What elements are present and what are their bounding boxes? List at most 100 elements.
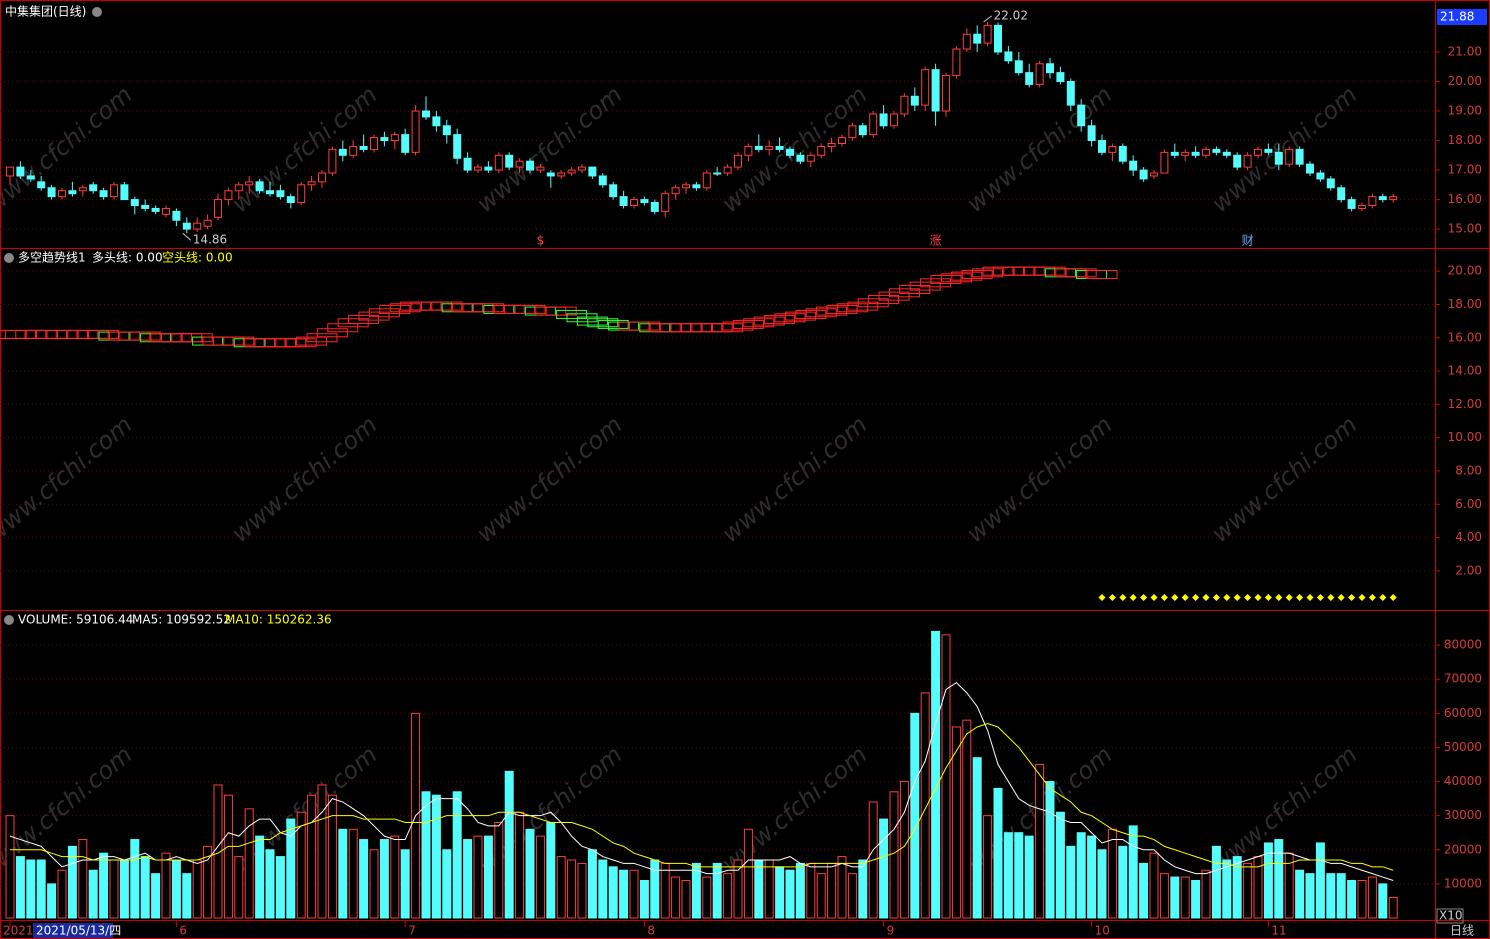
volume-bar xyxy=(1357,879,1367,919)
signal-diamond xyxy=(1233,594,1241,602)
volume-bar xyxy=(1347,879,1357,919)
signal-diamond xyxy=(1254,594,1262,602)
y-tick-label: 15.00 xyxy=(1448,222,1482,236)
candle-body xyxy=(6,166,14,177)
volume-bar xyxy=(109,859,119,919)
volume-bar xyxy=(858,859,868,919)
candle-body xyxy=(713,172,722,175)
cursor-date: 2021/05/13/四 xyxy=(36,924,121,938)
volume-bar xyxy=(463,839,473,919)
x-tick-label: 6 xyxy=(179,924,187,938)
candle-body xyxy=(1306,163,1314,174)
candle-body xyxy=(1098,140,1106,153)
candle-body xyxy=(141,204,150,209)
volume-bar xyxy=(1315,842,1325,919)
volume-bar xyxy=(1211,845,1221,919)
candle-body xyxy=(120,184,129,201)
candle-body xyxy=(224,190,233,201)
trend-box xyxy=(753,316,785,326)
candle-body xyxy=(422,110,430,118)
volume-bar xyxy=(119,859,129,919)
volume-bar xyxy=(941,634,951,919)
trend-box xyxy=(795,309,827,319)
candle-body xyxy=(619,196,628,206)
candle-body xyxy=(286,196,295,204)
trend-box xyxy=(878,291,910,301)
candle-body xyxy=(110,184,118,198)
menu-icon[interactable] xyxy=(4,615,14,625)
menu-icon[interactable] xyxy=(4,253,14,263)
y-tick-label: 10.00 xyxy=(1448,430,1482,444)
volume-bar xyxy=(910,712,920,919)
candle-body xyxy=(193,222,202,230)
volume-bar xyxy=(296,811,306,919)
trend-box xyxy=(337,318,369,328)
volume-bar xyxy=(681,879,691,919)
volume-bar xyxy=(962,719,972,919)
candle-body xyxy=(26,175,35,180)
volume-bar xyxy=(442,849,452,919)
volume-bar xyxy=(1201,869,1211,919)
volume-bar xyxy=(639,879,649,919)
signal-diamond xyxy=(1150,594,1158,602)
trend-box xyxy=(930,274,962,284)
candle-body xyxy=(1264,148,1273,153)
candle-body xyxy=(380,137,389,142)
trend-box xyxy=(784,311,816,321)
volume-bar xyxy=(1076,832,1086,919)
trend-box xyxy=(836,303,868,313)
candle-body xyxy=(900,95,909,115)
signal-diamond xyxy=(1192,594,1200,602)
candle-body xyxy=(609,184,618,198)
candle-body xyxy=(1181,151,1190,156)
volume-bar xyxy=(795,862,805,919)
candle-body xyxy=(307,181,316,186)
candle-body xyxy=(962,33,971,50)
event-marker: 财 xyxy=(1242,234,1254,248)
candle-body xyxy=(37,181,46,189)
signal-diamond xyxy=(1212,594,1220,602)
trend-box xyxy=(1034,266,1066,276)
signal-diamond xyxy=(1181,594,1189,602)
candle-body xyxy=(151,207,160,212)
signal-diamond xyxy=(1108,594,1116,602)
trend-box xyxy=(223,336,255,346)
candle-body xyxy=(640,199,649,204)
candle-body xyxy=(432,116,441,127)
candle-body xyxy=(1150,172,1158,177)
trend-box xyxy=(296,336,328,346)
volume-bar xyxy=(452,791,462,919)
candle-body xyxy=(1347,199,1356,209)
volume-bar xyxy=(379,839,389,919)
menu-icon[interactable] xyxy=(92,7,102,17)
candle-body xyxy=(536,166,545,171)
volume-bar xyxy=(1326,873,1336,919)
candle-body xyxy=(827,142,836,147)
candle-body xyxy=(234,184,243,192)
candle-body xyxy=(1378,196,1387,201)
candle-body xyxy=(650,202,659,212)
candle-body xyxy=(1254,148,1262,156)
y-tick-label: 12.00 xyxy=(1448,397,1482,411)
trend-box xyxy=(743,318,775,328)
y-tick-label: 16.00 xyxy=(1448,192,1482,206)
legend-entry: 多头线: 0.00 xyxy=(92,251,163,265)
volume-bar xyxy=(847,873,857,919)
trend-box xyxy=(826,304,858,314)
candle-body xyxy=(1368,196,1377,206)
signal-diamond xyxy=(1327,594,1335,602)
volume-bar xyxy=(546,821,556,919)
volume-bar xyxy=(1180,876,1190,919)
candle-body xyxy=(162,207,170,215)
volume-bar xyxy=(504,770,514,919)
volume-bar xyxy=(1003,832,1013,919)
candle-body xyxy=(1170,151,1179,156)
trend-box xyxy=(857,298,889,308)
y-tick-label: 6.00 xyxy=(1455,497,1482,511)
volume-bar xyxy=(265,849,275,919)
candle-body xyxy=(1358,204,1366,209)
candle-body xyxy=(130,199,139,206)
candle-body xyxy=(266,190,274,195)
candle-body xyxy=(1191,151,1200,156)
volume-bar xyxy=(733,859,743,919)
